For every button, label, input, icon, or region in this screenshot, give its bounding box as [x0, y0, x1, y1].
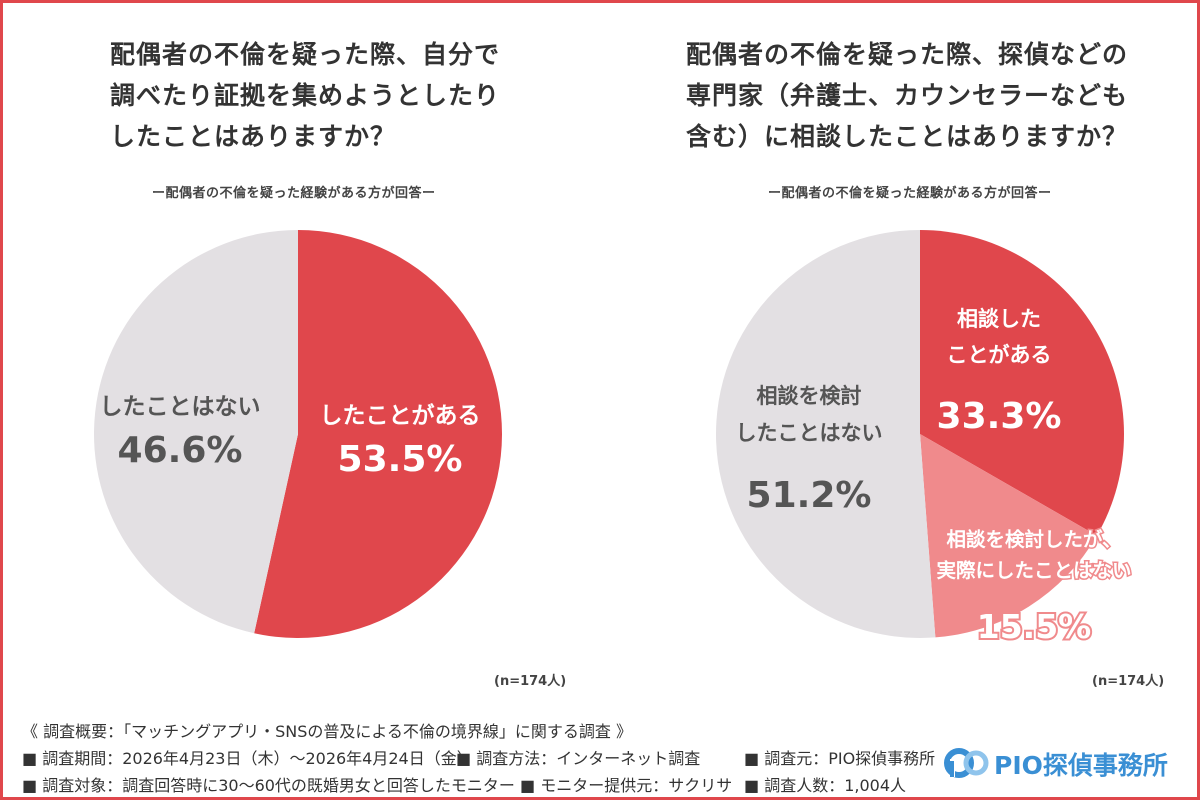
- right-slice-value-1: 15.5%: [977, 607, 1092, 646]
- survey-method: ■ 調査方法：インターネット調査: [456, 749, 701, 768]
- survey-period: ■ 調査期間：2026年4月23日（木）～2026年4月24日（金）: [22, 749, 473, 768]
- left-slice-value-0: 53.5%: [338, 439, 463, 480]
- left-slice-label-0: したことがある: [320, 402, 481, 429]
- survey-target: ■ 調査対象：調査回答時に30～60代の既婚男女と回答したモニター: [22, 776, 515, 795]
- survey-count: ■ 調査人数：1,004人: [744, 776, 907, 795]
- right-slice-0: [920, 230, 1124, 536]
- right-subtitle: ー配偶者の不倫を疑った経験がある方が回答ー: [768, 186, 1052, 201]
- right-slice-label-1: 相談を検討したが、: [946, 528, 1121, 551]
- right-slice-1: [920, 434, 1097, 638]
- right-slice-value-0: 33.3%: [937, 396, 1062, 437]
- right-slice-label-2: 相談を検討: [757, 384, 862, 408]
- left-slice-0: [254, 230, 502, 638]
- survey-source: ■ 調査元：PIO探偵事務所: [744, 749, 936, 768]
- right-slice-label-0: ことがある: [947, 343, 1052, 367]
- right-slice-label-2: したことはない: [736, 421, 883, 445]
- left-slice-label-1: したことはない: [100, 394, 261, 420]
- left-sample-size: (n=174人): [494, 674, 567, 689]
- pio-logo-icon: [944, 748, 989, 778]
- left-slice-value-1: 46.6%: [118, 430, 243, 471]
- right-sample-size: (n=174人): [1092, 674, 1165, 689]
- left-subtitle: ー配偶者の不倫を疑った経験がある方が回答ー: [152, 186, 436, 201]
- survey-heading: 《 調査概要：「マッチングアプリ・SNSの普及による不倫の境界線」に関する調査 …: [22, 722, 632, 741]
- survey-provider: ■ モニター提供元：サクリサ: [520, 776, 733, 795]
- left-slice-1: [93, 230, 298, 634]
- right-slice-label-0: 相談した: [957, 307, 1041, 331]
- pio-logo: PIO探偵事務所: [944, 744, 1180, 782]
- left-pie-chart: したことがある 53.5% したことはない 46.6%: [93, 230, 502, 638]
- right-slice-2: [716, 230, 936, 638]
- right-question-title: 配偶者の不倫を疑った際、探偵などの 専門家（弁護士、カウンセラーなども 含む）に…: [686, 40, 1129, 151]
- right-slice-label-1: 実際にしたことはない: [936, 559, 1131, 582]
- left-question-title: 配偶者の不倫を疑った際、自分で 調べたり証拠を集めようとしたり したことはありま…: [110, 40, 501, 151]
- right-slice-value-2: 51.2%: [747, 475, 872, 516]
- logo-text: PIO探偵事務所: [994, 751, 1168, 780]
